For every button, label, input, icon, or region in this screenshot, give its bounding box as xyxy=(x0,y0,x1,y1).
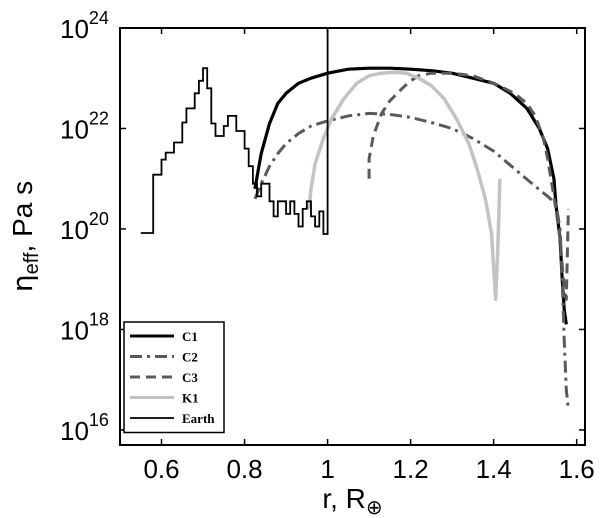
y-tick-label: 1022 xyxy=(60,108,109,144)
legend-label-earth: Earth xyxy=(182,411,215,426)
y-tick-label: 1020 xyxy=(60,209,109,245)
x-axis-label: r, R⊕ xyxy=(322,483,382,518)
y-tick-exponent: 22 xyxy=(89,108,109,128)
earth-symbol: ⊕ xyxy=(366,495,383,518)
y-tick-exponent: 16 xyxy=(89,410,109,430)
legend-label-c2: C2 xyxy=(182,350,198,365)
y-axis-label-suffix: , Pa s xyxy=(7,181,38,253)
y-tick-exponent: 18 xyxy=(89,309,109,329)
legend: C1 C2 C3 K1 Earth xyxy=(123,321,225,434)
series-layer xyxy=(140,28,570,410)
series-line-c2 xyxy=(253,111,570,410)
series-line-c1 xyxy=(253,66,568,325)
x-tick-label: 1.2 xyxy=(393,454,429,484)
x-tick-label: 1 xyxy=(320,454,334,484)
x-tick-label: 1.6 xyxy=(559,454,595,484)
legend-label-k1: K1 xyxy=(182,391,199,406)
y-tick-base: 10 xyxy=(60,416,89,446)
y-tick-exponent: 20 xyxy=(89,209,109,229)
x-tick-label: 0.6 xyxy=(143,454,179,484)
x-tick-label: 1.4 xyxy=(476,454,512,484)
plot-frame xyxy=(119,27,586,446)
y-tick-label: 1016 xyxy=(60,410,109,446)
y-tick-base: 10 xyxy=(60,215,89,245)
y-tick-base: 10 xyxy=(60,14,89,44)
series-line-c3 xyxy=(367,71,570,301)
y-tick-base: 10 xyxy=(60,114,89,144)
series-line-k1 xyxy=(307,70,502,302)
y-axis-label-sub: eff xyxy=(21,252,43,274)
series-line-earth xyxy=(140,28,329,235)
x-axis-label-text: r, R xyxy=(322,483,366,514)
y-axis-label: ηeff, Pa s xyxy=(6,181,43,292)
legend-box xyxy=(123,321,225,434)
legend-label-c1: C1 xyxy=(182,329,198,344)
x-tick-label: 0.8 xyxy=(226,454,262,484)
y-axis-label-eta: η xyxy=(6,274,39,292)
legend-label-c3: C3 xyxy=(182,370,198,385)
y-tick-label: 1024 xyxy=(60,8,109,44)
y-tick-label: 1018 xyxy=(60,309,109,345)
y-tick-base: 10 xyxy=(60,315,89,345)
y-tick-exponent: 24 xyxy=(89,8,109,28)
